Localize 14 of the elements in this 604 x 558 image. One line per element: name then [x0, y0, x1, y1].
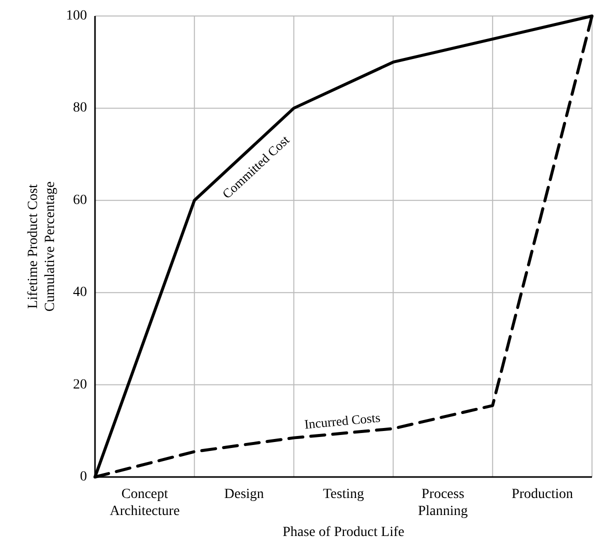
- text: Incurred Costs: [304, 410, 381, 432]
- y-tick-label: 0: [80, 470, 87, 484]
- x-tick-label: Production: [512, 487, 574, 502]
- y-tick-label: 20: [73, 377, 87, 392]
- y-tick-label: 80: [73, 100, 87, 116]
- y-tick-label: 40: [73, 285, 87, 300]
- y-axis-title: Lifetime Product Cost Cumulative Percentage: [26, 181, 58, 312]
- y-tick-label: 60: [73, 192, 87, 208]
- x-tick-label: Process Planning: [418, 487, 468, 519]
- x-axis-title: Phase of Product Life: [282, 525, 404, 540]
- x-tick-label: Testing: [322, 487, 364, 502]
- x-tick-label: Concept Architecture: [110, 487, 180, 519]
- y-tick-label: 100: [66, 8, 87, 24]
- x-tick-label: Design: [224, 487, 264, 502]
